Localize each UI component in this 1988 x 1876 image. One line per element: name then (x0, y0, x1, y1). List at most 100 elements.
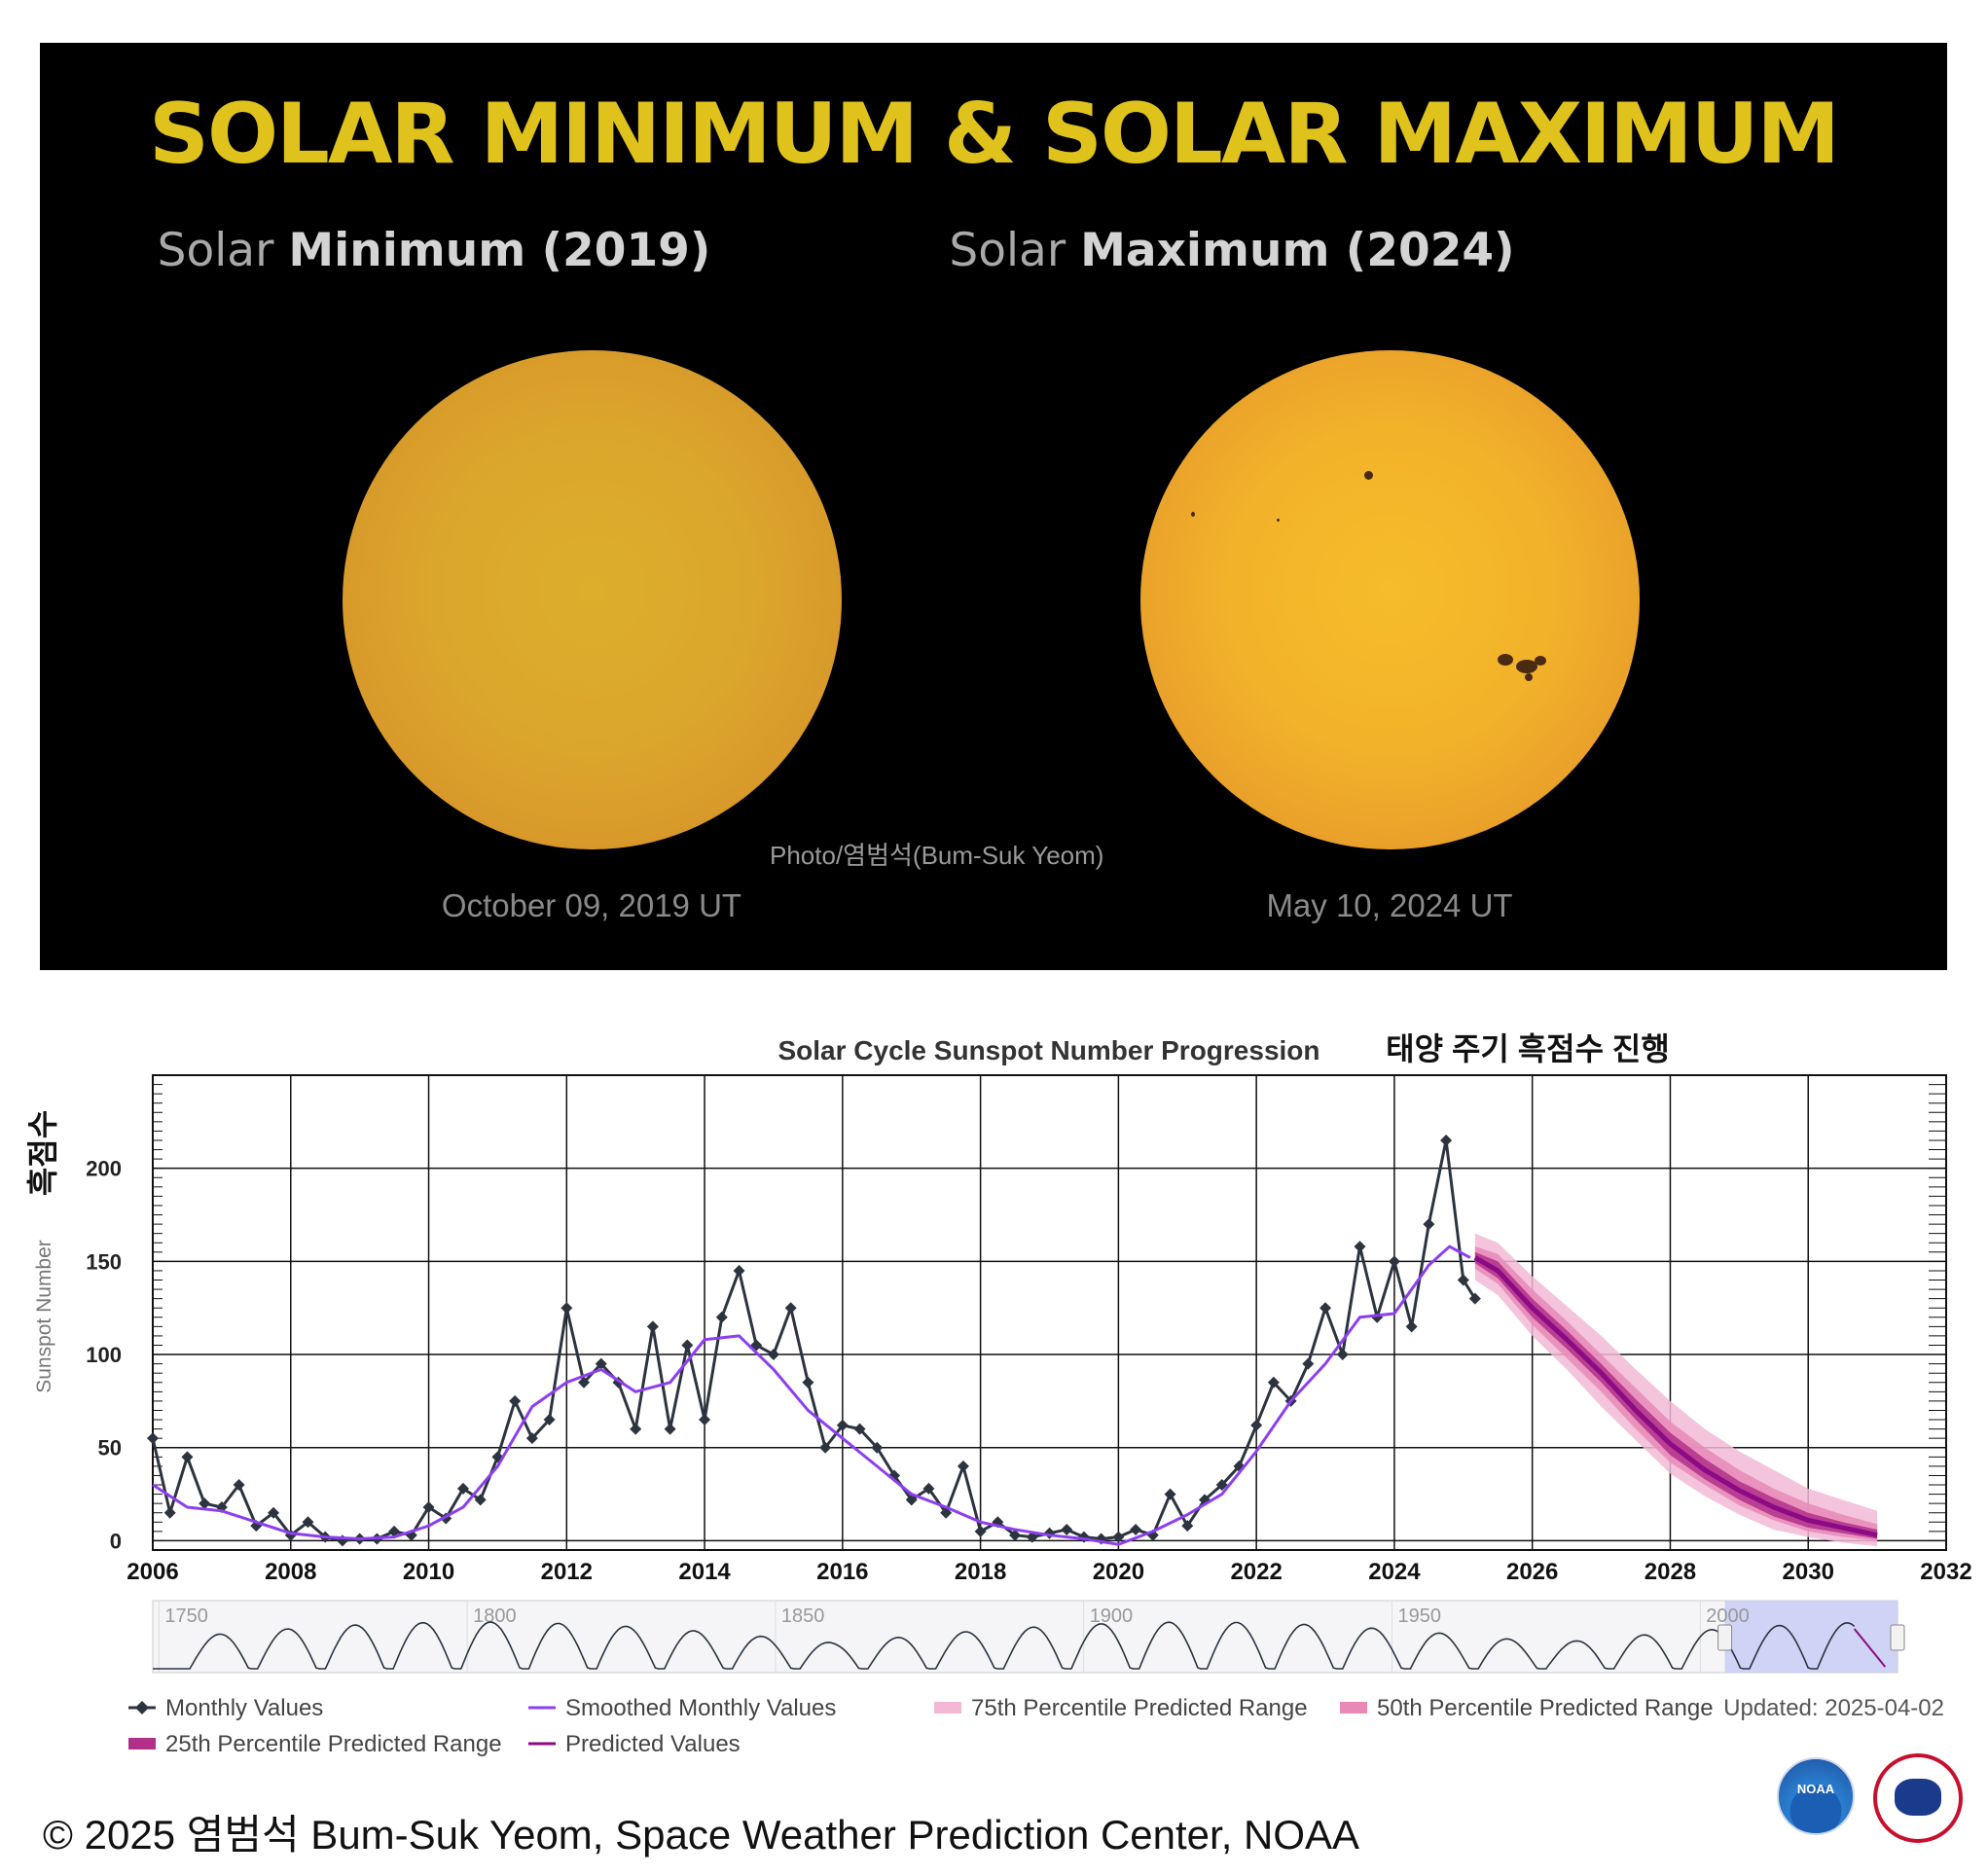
monthly-value-point (836, 1419, 849, 1431)
x-tick-label: 2022 (1230, 1559, 1282, 1585)
monthly-value-point (560, 1302, 573, 1315)
monthly-value-point (163, 1506, 176, 1519)
monthly-value-point (853, 1423, 866, 1435)
updated-date: Updated: 2025-04-02 (1723, 1695, 1944, 1721)
x-tick-label: 2020 (1093, 1559, 1144, 1585)
legend-label: 25th Percentile Predicted Range (165, 1731, 502, 1757)
legend-label: 75th Percentile Predicted Range (971, 1695, 1308, 1721)
x-tick-label: 2014 (678, 1559, 731, 1585)
sunspot (1191, 512, 1195, 517)
monthly-value-point (612, 1376, 625, 1389)
navigator-handle[interactable] (1717, 1624, 1733, 1651)
monthly-value-point (268, 1506, 280, 1519)
monthly-value-point (699, 1414, 711, 1426)
nws-logo (1873, 1753, 1963, 1843)
monthly-value-point (215, 1500, 228, 1513)
plot-area (152, 1074, 1947, 1551)
x-tick-label: 2028 (1645, 1559, 1696, 1585)
y-tick-label: 200 (86, 1157, 122, 1181)
monthly-value-point (1009, 1529, 1022, 1541)
navigator-predicted-line (1853, 1628, 1887, 1668)
monthly-value-point (595, 1357, 607, 1370)
sun-solar-maximum-image (1140, 350, 1640, 849)
data-lines (147, 1134, 1878, 1547)
y-tick-label: 50 (98, 1436, 122, 1461)
monthly-value-point (491, 1451, 504, 1463)
monthly-value-point (1130, 1523, 1142, 1535)
x-tick-label: 2016 (816, 1559, 868, 1585)
monthly-value-point (147, 1432, 159, 1445)
solar-minimum-date: October 09, 2019 UT (441, 887, 742, 923)
solar-maximum-label: Solar Maximum (2024) (949, 224, 1515, 277)
monthly-value-point (1405, 1320, 1418, 1333)
navigator-handle[interactable] (1890, 1624, 1905, 1651)
monthly-value-point (1336, 1349, 1349, 1361)
solar-minimum-label: Solar Minimum (2019) (157, 224, 711, 277)
monthly-value-point (233, 1479, 245, 1492)
legend-swatch-band (1340, 1702, 1367, 1714)
navigator-tick-label: 1850 (781, 1605, 825, 1627)
x-tick-label: 2010 (403, 1559, 454, 1585)
sunspot (1535, 656, 1546, 666)
monthly-value-point (543, 1414, 556, 1426)
monthly-value-point (957, 1460, 969, 1472)
x-tick-label: 2032 (1920, 1559, 1971, 1585)
monthly-value-point (578, 1376, 591, 1389)
x-tick-labels: 2006 2008 2010 2012 2014 2016 2018 2020 2022 2024… (127, 1559, 1971, 1585)
sunspot (1498, 654, 1513, 666)
monthly-value-point (784, 1302, 797, 1315)
monthly-value-point (388, 1525, 401, 1537)
monthly-value-point (922, 1482, 935, 1495)
y-axis-label-korean: 흑점수 (25, 1110, 60, 1196)
monthly-value-point (1457, 1274, 1469, 1286)
monthly-value-point (819, 1441, 832, 1454)
chart-subtitle: 태양 주기 흑점수 진행 (1386, 1031, 1670, 1066)
chart-title: Solar Cycle Sunspot Number Progression (777, 1035, 1319, 1065)
monthly-value-point (1250, 1419, 1263, 1431)
main-title: SOLAR MINIMUM & SOLAR MAXIMUM (149, 86, 1840, 183)
sunspot (1364, 471, 1373, 480)
legend-swatch-band (128, 1738, 156, 1750)
grid-lines (152, 1074, 1947, 1551)
predicted-ranges (1474, 1233, 1878, 1547)
monthly-value-point (630, 1423, 642, 1435)
monthly-value-point (767, 1349, 779, 1361)
navigator-tick-label: 1800 (473, 1605, 516, 1627)
monthly-value-point (750, 1339, 763, 1352)
navigator-background (152, 1600, 1898, 1674)
x-tick-label: 2018 (955, 1559, 1006, 1585)
legend-label: Predicted Values (565, 1731, 741, 1757)
monthly-value-point (664, 1423, 676, 1435)
monthly-value-point (905, 1494, 918, 1506)
solar-image-panel: SOLAR MINIMUM & SOLAR MAXIMUM Solar Mini… (40, 43, 1947, 970)
legend-swatch-band (934, 1702, 961, 1714)
x-tick-label: 2024 (1368, 1559, 1421, 1585)
y-tick-label: 0 (110, 1529, 122, 1553)
sunspot-chart: Solar Cycle Sunspot Number Progression 태… (25, 1031, 1972, 1757)
monthly-value-point (181, 1451, 194, 1463)
monthly-value-point (1112, 1531, 1125, 1543)
monthly-value-point (646, 1320, 659, 1333)
chart-legend: Monthly Values Smoothed Monthly Values 75t… (128, 1695, 1714, 1757)
monthly-value-point (1267, 1376, 1280, 1389)
monthly-value-point (525, 1432, 538, 1445)
monthly-value-point (974, 1525, 987, 1537)
monthly-value-point (509, 1394, 522, 1407)
y-tick-label: 100 (86, 1343, 122, 1367)
monthly-value-point (1388, 1255, 1400, 1268)
legend-marker-monthly (135, 1701, 149, 1714)
monthly-value-point (1440, 1134, 1453, 1146)
monthly-value-point (1423, 1218, 1435, 1231)
monthly-value-point (1077, 1531, 1090, 1543)
monthly-value-point (1061, 1523, 1073, 1535)
navigator-tick-label: 1750 (164, 1605, 208, 1627)
monthly-value-point (802, 1376, 814, 1389)
range-navigator[interactable]: 1750 1800 1850 1900 1950 2000 (152, 1600, 1905, 1674)
monthly-value-point (1181, 1520, 1194, 1533)
legend-label: Monthly Values (165, 1695, 323, 1721)
navigator-tick-label: 1900 (1090, 1605, 1134, 1627)
x-tick-label: 2008 (265, 1559, 316, 1585)
photo-credit: Photo/염범석(Bum-Suk Yeom) (770, 841, 1104, 870)
predicted-values-line (1473, 1255, 1878, 1538)
sun-solar-minimum-image (343, 350, 842, 849)
